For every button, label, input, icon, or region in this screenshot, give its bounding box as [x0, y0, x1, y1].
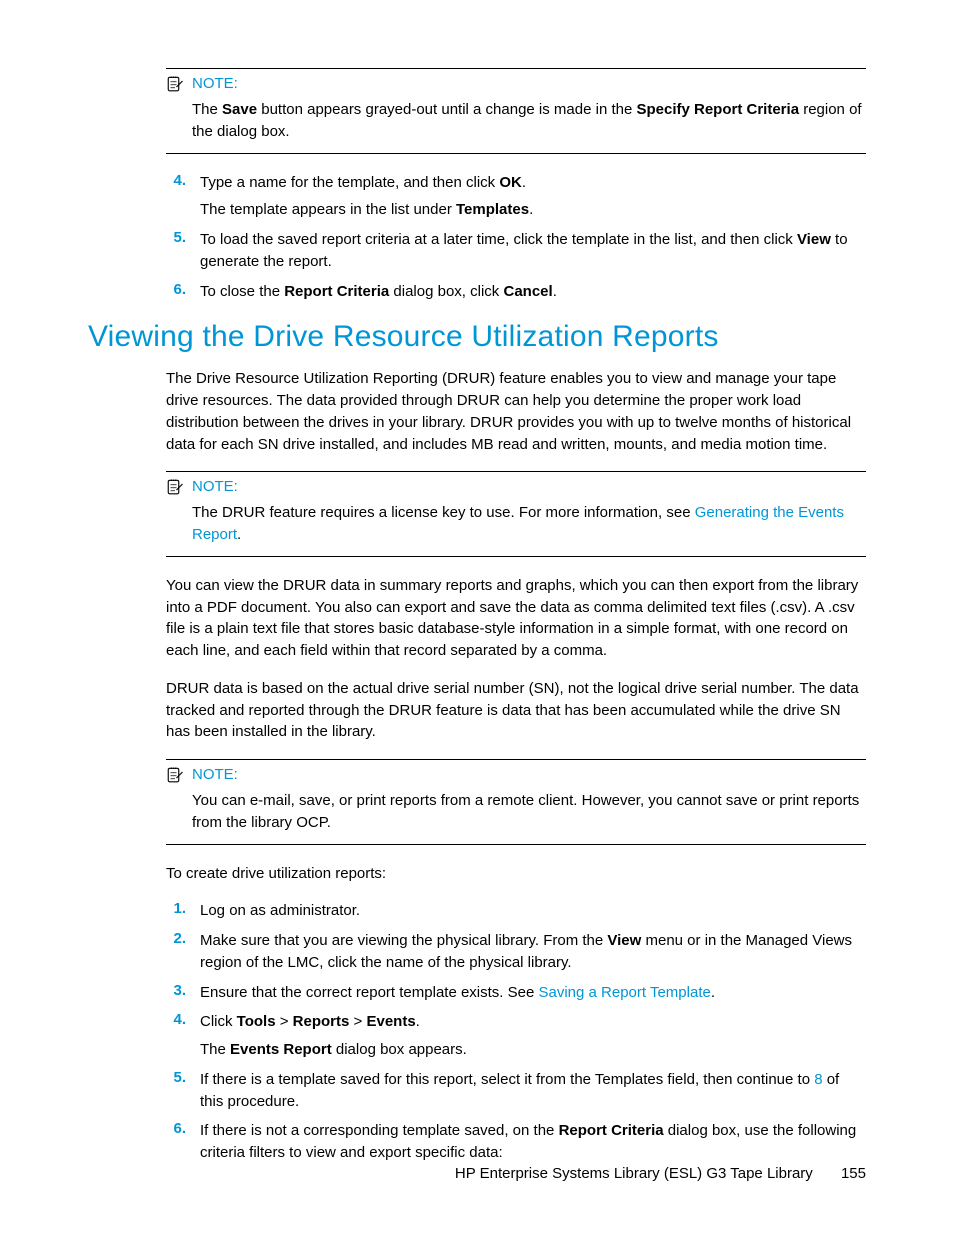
- note-body: The DRUR feature requires a license key …: [192, 502, 866, 546]
- paragraph: To create drive utilization reports:: [166, 863, 866, 885]
- text: dialog box, click: [389, 283, 503, 300]
- note-bottom-rule: [166, 153, 866, 154]
- list-item: 5. To load the saved report criteria at …: [166, 229, 866, 273]
- text: dialog box appears.: [332, 1041, 467, 1058]
- text: The template appears in the list under: [200, 201, 456, 218]
- text: >: [276, 1013, 293, 1030]
- bold: View: [607, 932, 641, 949]
- note-text: .: [237, 526, 241, 543]
- list-number: 6.: [166, 281, 186, 303]
- bold: Events Report: [230, 1041, 332, 1058]
- note-icon: [166, 478, 184, 496]
- list-item: 2. Make sure that you are viewing the ph…: [166, 930, 866, 974]
- text: .: [711, 984, 715, 1001]
- list-body: To close the Report Criteria dialog box,…: [200, 281, 866, 303]
- list-subtext: The template appears in the list under T…: [200, 199, 866, 221]
- document-page: NOTE: The Save button appears grayed-out…: [0, 0, 954, 1242]
- note-body: The Save button appears grayed-out until…: [192, 99, 866, 143]
- list-body: Click Tools > Reports > Events. The Even…: [200, 1011, 866, 1061]
- section-heading: Viewing the Drive Resource Utilization R…: [88, 320, 866, 354]
- note-body: You can e-mail, save, or print reports f…: [192, 790, 866, 834]
- text: Make sure that you are viewing the physi…: [200, 932, 607, 949]
- bold: View: [797, 231, 831, 248]
- list-body: To load the saved report criteria at a l…: [200, 229, 866, 273]
- text: Click: [200, 1013, 237, 1030]
- text: .: [529, 201, 533, 218]
- list-number: 5.: [166, 229, 186, 273]
- note-header: NOTE:: [166, 75, 866, 93]
- bold: Report Criteria: [284, 283, 389, 300]
- note-label: NOTE:: [192, 478, 238, 495]
- list-body: If there is a template saved for this re…: [200, 1069, 866, 1113]
- link-saving-report-template[interactable]: Saving a Report Template: [539, 984, 711, 1001]
- list-body: Type a name for the template, and then c…: [200, 172, 866, 222]
- list-item: 4. Click Tools > Reports > Events. The E…: [166, 1011, 866, 1061]
- note-icon: [166, 766, 184, 784]
- text: >: [349, 1013, 366, 1030]
- text: Type a name for the template, and then c…: [200, 174, 499, 191]
- note-bold: Save: [222, 101, 257, 118]
- list-body: Log on as administrator.: [200, 900, 866, 922]
- list-subtext: The Events Report dialog box appears.: [200, 1039, 866, 1061]
- list-body: Make sure that you are viewing the physi…: [200, 930, 866, 974]
- note-icon: [166, 75, 184, 93]
- note-text: The DRUR feature requires a license key …: [192, 504, 695, 521]
- list-number: 4.: [166, 1011, 186, 1061]
- bold: Cancel: [503, 283, 552, 300]
- text: .: [416, 1013, 420, 1030]
- note-label: NOTE:: [192, 75, 238, 92]
- list-item: 4. Type a name for the template, and the…: [166, 172, 866, 222]
- note-bottom-rule: [166, 556, 866, 557]
- text: If there is not a corresponding template…: [200, 1122, 559, 1139]
- bold: Tools: [237, 1013, 276, 1030]
- list-item: 6. To close the Report Criteria dialog b…: [166, 281, 866, 303]
- note-header: NOTE:: [166, 478, 866, 496]
- list-body: If there is not a corresponding template…: [200, 1120, 866, 1164]
- text: The: [200, 1041, 230, 1058]
- bold: OK: [499, 174, 522, 191]
- ordered-list-a: 4. Type a name for the template, and the…: [166, 172, 866, 303]
- paragraph: The Drive Resource Utilization Reporting…: [166, 368, 866, 455]
- list-number: 4.: [166, 172, 186, 222]
- note-block-1: NOTE: The Save button appears grayed-out…: [166, 68, 866, 154]
- bold: Report Criteria: [559, 1122, 664, 1139]
- list-number: 5.: [166, 1069, 186, 1113]
- note-bottom-rule: [166, 844, 866, 845]
- bold: Templates: [456, 201, 529, 218]
- text: To load the saved report criteria at a l…: [200, 231, 797, 248]
- note-text: button appears grayed-out until a change…: [257, 101, 636, 118]
- list-item: 1. Log on as administrator.: [166, 900, 866, 922]
- list-number: 6.: [166, 1120, 186, 1164]
- footer-title: HP Enterprise Systems Library (ESL) G3 T…: [455, 1165, 813, 1182]
- list-item: 5. If there is a template saved for this…: [166, 1069, 866, 1113]
- bold: Reports: [293, 1013, 350, 1030]
- text: .: [522, 174, 526, 191]
- page-footer: HP Enterprise Systems Library (ESL) G3 T…: [455, 1165, 866, 1182]
- note-bold: Specify Report Criteria: [636, 101, 799, 118]
- note-top-rule: [166, 471, 866, 472]
- list-item: 6. If there is not a corresponding templ…: [166, 1120, 866, 1164]
- paragraph: You can view the DRUR data in summary re…: [166, 575, 866, 662]
- list-number: 2.: [166, 930, 186, 974]
- list-body: Ensure that the correct report template …: [200, 982, 866, 1004]
- note-block-2: NOTE: The DRUR feature requires a licens…: [166, 471, 866, 557]
- note-text: The: [192, 101, 222, 118]
- note-top-rule: [166, 759, 866, 760]
- text: Ensure that the correct report template …: [200, 984, 539, 1001]
- bold: Events: [366, 1013, 415, 1030]
- list-item: 3. Ensure that the correct report templa…: [166, 982, 866, 1004]
- note-block-3: NOTE: You can e-mail, save, or print rep…: [166, 759, 866, 845]
- text: .: [553, 283, 557, 300]
- page-number: 155: [841, 1165, 866, 1182]
- paragraph: DRUR data is based on the actual drive s…: [166, 678, 866, 743]
- link-step-8[interactable]: 8: [814, 1071, 822, 1088]
- ordered-list-b: 1. Log on as administrator. 2. Make sure…: [166, 900, 866, 1164]
- list-number: 3.: [166, 982, 186, 1004]
- list-number: 1.: [166, 900, 186, 922]
- note-top-rule: [166, 68, 866, 69]
- text: To close the: [200, 283, 284, 300]
- note-label: NOTE:: [192, 766, 238, 783]
- text: If there is a template saved for this re…: [200, 1071, 814, 1088]
- note-header: NOTE:: [166, 766, 866, 784]
